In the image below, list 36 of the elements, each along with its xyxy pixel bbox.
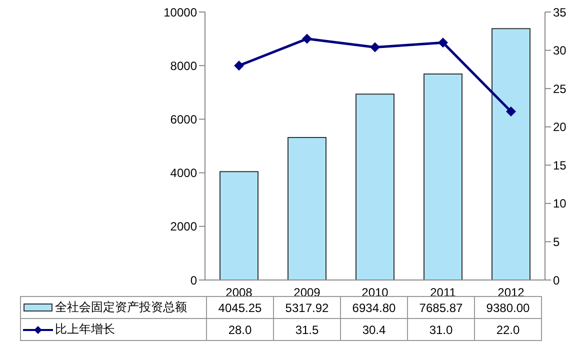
point (234, 60, 244, 71)
data-label: 5317.92 (285, 300, 329, 314)
y-tick-label: 8000 (170, 58, 198, 73)
y2-tick-label: 15 (553, 158, 567, 172)
y2-tick-label: 20 (553, 120, 567, 134)
bar (288, 136, 326, 280)
y-tick-label: 4000 (170, 166, 198, 180)
y2-tick-label: 35 (553, 5, 567, 20)
legend-label: 全社会固定资产投资总额 (55, 299, 187, 316)
y2-tick-label: 30 (553, 44, 567, 58)
data-label: 6934.80 (352, 300, 396, 314)
point (370, 42, 380, 52)
y-tick-label: 0 (190, 273, 198, 288)
legend-label: 比上年增长 (55, 321, 115, 338)
y2-tick-label: 5 (553, 234, 560, 249)
data-label: 31.0 (408, 318, 474, 340)
y-tick-label: 6000 (170, 112, 198, 126)
y2-tick-label: 0 (553, 273, 560, 288)
point (438, 38, 448, 48)
data-label: 31.5 (274, 318, 340, 340)
data-label: 28.0 (206, 318, 274, 340)
y-tick-label: 2000 (170, 220, 198, 234)
data-label: 9380.00 (486, 300, 530, 314)
bar (492, 28, 530, 280)
data-label: 4045.25 (218, 300, 262, 314)
bar (356, 94, 394, 280)
data-label: 22.0 (474, 318, 542, 340)
y2-tick-label: 10 (553, 196, 567, 211)
point (506, 106, 516, 117)
y-tick-label: 10000 (164, 5, 198, 20)
bar (220, 171, 258, 280)
bar (424, 74, 462, 280)
data-label: 7685.87 (419, 300, 463, 314)
point (302, 34, 312, 44)
data-label: 30.4 (340, 318, 408, 340)
y2-tick-label: 25 (553, 82, 567, 96)
